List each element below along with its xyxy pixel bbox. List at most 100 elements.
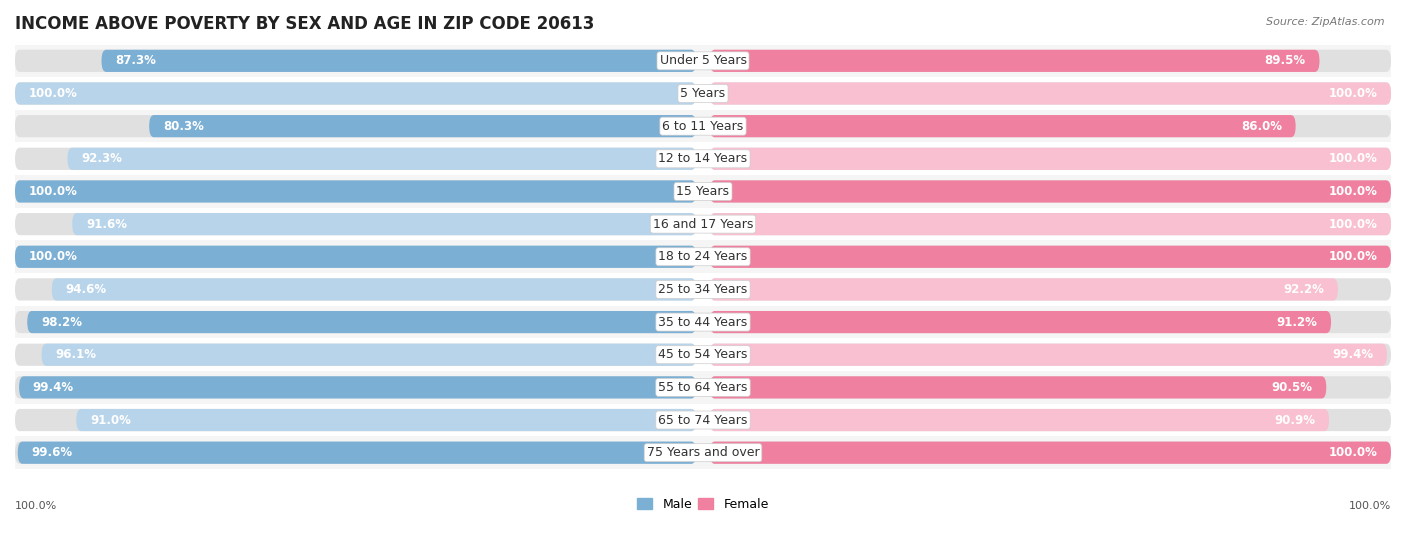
Text: 100.0%: 100.0%	[1329, 152, 1378, 165]
Text: 80.3%: 80.3%	[163, 120, 204, 132]
Text: 100.0%: 100.0%	[1329, 446, 1378, 459]
FancyBboxPatch shape	[710, 82, 1391, 105]
Text: 100.0%: 100.0%	[1329, 87, 1378, 100]
FancyBboxPatch shape	[710, 442, 1391, 464]
Text: 87.3%: 87.3%	[115, 54, 156, 67]
Text: 12 to 14 Years: 12 to 14 Years	[658, 152, 748, 165]
FancyBboxPatch shape	[710, 245, 1391, 268]
FancyBboxPatch shape	[710, 50, 1391, 72]
FancyBboxPatch shape	[149, 115, 696, 138]
Text: 99.4%: 99.4%	[1331, 348, 1374, 361]
FancyBboxPatch shape	[710, 82, 1391, 105]
Text: 86.0%: 86.0%	[1241, 120, 1282, 132]
Text: 96.1%: 96.1%	[55, 348, 97, 361]
FancyBboxPatch shape	[15, 50, 696, 72]
Bar	[15, 306, 1391, 338]
FancyBboxPatch shape	[72, 213, 696, 235]
Text: 89.5%: 89.5%	[1264, 54, 1306, 67]
FancyBboxPatch shape	[15, 213, 696, 235]
Text: 91.0%: 91.0%	[90, 414, 131, 427]
Text: 5 Years: 5 Years	[681, 87, 725, 100]
FancyBboxPatch shape	[710, 245, 1391, 268]
FancyBboxPatch shape	[15, 245, 696, 268]
FancyBboxPatch shape	[15, 409, 696, 431]
Text: Under 5 Years: Under 5 Years	[659, 54, 747, 67]
FancyBboxPatch shape	[20, 376, 696, 399]
Text: 100.0%: 100.0%	[1329, 185, 1378, 198]
FancyBboxPatch shape	[710, 213, 1391, 235]
Text: 15 Years: 15 Years	[676, 185, 730, 198]
Bar	[15, 437, 1391, 469]
FancyBboxPatch shape	[15, 115, 696, 138]
FancyBboxPatch shape	[18, 442, 696, 464]
FancyBboxPatch shape	[710, 311, 1331, 333]
Bar	[15, 240, 1391, 273]
Bar	[15, 404, 1391, 437]
FancyBboxPatch shape	[15, 344, 696, 366]
Bar	[15, 208, 1391, 240]
FancyBboxPatch shape	[15, 245, 696, 268]
Text: 100.0%: 100.0%	[1348, 501, 1391, 510]
FancyBboxPatch shape	[710, 376, 1391, 399]
FancyBboxPatch shape	[710, 442, 1391, 464]
Text: 6 to 11 Years: 6 to 11 Years	[662, 120, 744, 132]
Text: 100.0%: 100.0%	[1329, 250, 1378, 263]
FancyBboxPatch shape	[15, 442, 696, 464]
FancyBboxPatch shape	[710, 311, 1391, 333]
Text: 94.6%: 94.6%	[66, 283, 107, 296]
FancyBboxPatch shape	[710, 344, 1386, 366]
Text: 92.3%: 92.3%	[82, 152, 122, 165]
Bar	[15, 45, 1391, 77]
Text: Source: ZipAtlas.com: Source: ZipAtlas.com	[1267, 17, 1385, 27]
FancyBboxPatch shape	[710, 278, 1339, 301]
Text: 98.2%: 98.2%	[41, 316, 82, 329]
Text: 99.6%: 99.6%	[31, 446, 73, 459]
FancyBboxPatch shape	[710, 148, 1391, 170]
FancyBboxPatch shape	[15, 376, 696, 399]
Text: 100.0%: 100.0%	[28, 250, 77, 263]
Bar	[15, 175, 1391, 208]
Text: 91.6%: 91.6%	[86, 217, 127, 231]
FancyBboxPatch shape	[710, 181, 1391, 202]
Text: 75 Years and over: 75 Years and over	[647, 446, 759, 459]
FancyBboxPatch shape	[15, 181, 696, 202]
Text: 100.0%: 100.0%	[28, 185, 77, 198]
FancyBboxPatch shape	[710, 376, 1326, 399]
FancyBboxPatch shape	[42, 344, 696, 366]
Bar	[15, 110, 1391, 143]
Text: 90.9%: 90.9%	[1274, 414, 1315, 427]
Bar	[15, 273, 1391, 306]
FancyBboxPatch shape	[710, 409, 1391, 431]
FancyBboxPatch shape	[710, 344, 1391, 366]
FancyBboxPatch shape	[15, 82, 696, 105]
Text: 65 to 74 Years: 65 to 74 Years	[658, 414, 748, 427]
Text: 25 to 34 Years: 25 to 34 Years	[658, 283, 748, 296]
Bar	[15, 143, 1391, 175]
FancyBboxPatch shape	[710, 213, 1391, 235]
FancyBboxPatch shape	[710, 148, 1391, 170]
FancyBboxPatch shape	[76, 409, 696, 431]
FancyBboxPatch shape	[710, 115, 1391, 138]
FancyBboxPatch shape	[15, 311, 696, 333]
FancyBboxPatch shape	[710, 181, 1391, 202]
Text: 45 to 54 Years: 45 to 54 Years	[658, 348, 748, 361]
Legend: Male, Female: Male, Female	[633, 492, 773, 516]
FancyBboxPatch shape	[15, 278, 696, 301]
Text: 100.0%: 100.0%	[15, 501, 58, 510]
Bar	[15, 338, 1391, 371]
Bar	[15, 77, 1391, 110]
FancyBboxPatch shape	[67, 148, 696, 170]
FancyBboxPatch shape	[710, 409, 1329, 431]
Text: INCOME ABOVE POVERTY BY SEX AND AGE IN ZIP CODE 20613: INCOME ABOVE POVERTY BY SEX AND AGE IN Z…	[15, 15, 595, 33]
Text: 92.2%: 92.2%	[1284, 283, 1324, 296]
FancyBboxPatch shape	[15, 82, 696, 105]
FancyBboxPatch shape	[15, 148, 696, 170]
Text: 55 to 64 Years: 55 to 64 Years	[658, 381, 748, 394]
Text: 18 to 24 Years: 18 to 24 Years	[658, 250, 748, 263]
FancyBboxPatch shape	[15, 181, 696, 202]
FancyBboxPatch shape	[101, 50, 696, 72]
FancyBboxPatch shape	[27, 311, 696, 333]
Text: 35 to 44 Years: 35 to 44 Years	[658, 316, 748, 329]
Text: 100.0%: 100.0%	[1329, 217, 1378, 231]
Text: 16 and 17 Years: 16 and 17 Years	[652, 217, 754, 231]
